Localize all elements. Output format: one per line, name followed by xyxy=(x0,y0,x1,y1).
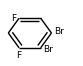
Text: F: F xyxy=(17,51,22,60)
Text: Br: Br xyxy=(54,27,64,36)
Text: Br: Br xyxy=(43,45,53,54)
Text: F: F xyxy=(11,14,17,23)
